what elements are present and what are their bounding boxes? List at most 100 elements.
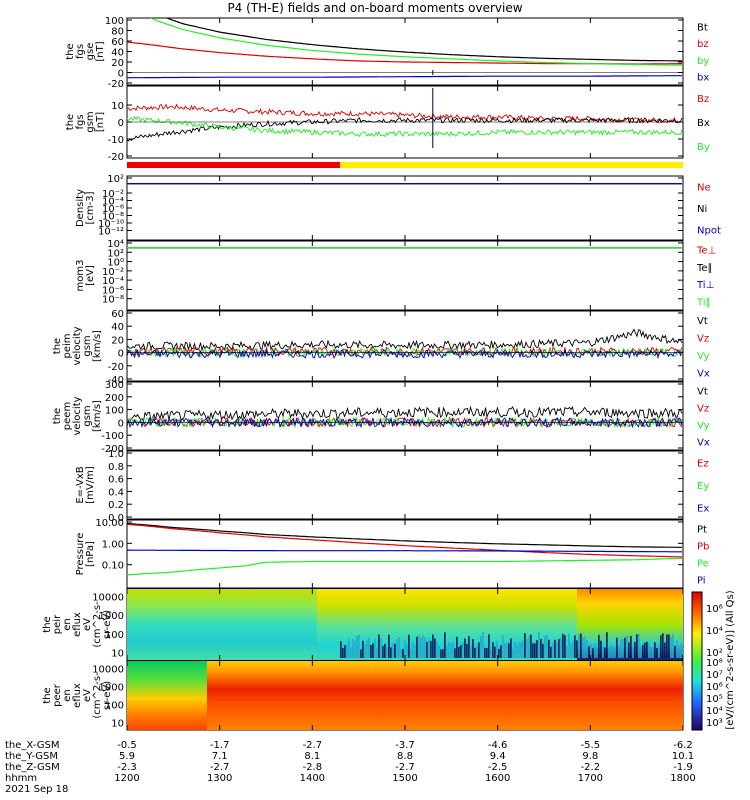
y-tick-label: 10⁻² bbox=[102, 189, 124, 200]
series-line-By bbox=[127, 115, 683, 138]
y-axis-label-e-field: E=-VxB [mV/m] bbox=[75, 466, 96, 504]
heatmap-noise bbox=[502, 635, 504, 658]
series-line-Vt bbox=[127, 405, 683, 423]
heatmap-noise bbox=[586, 639, 588, 658]
y-axis-label-line: peer bbox=[52, 683, 63, 707]
heatmap-noise bbox=[612, 647, 614, 658]
x-axis-row-value: 1800 bbox=[670, 773, 695, 784]
y-axis-label-line: mom3 bbox=[75, 260, 86, 292]
heatmap-noise bbox=[510, 638, 512, 658]
y-axis-label-line: [km/s] bbox=[92, 400, 103, 432]
heatmap-noise bbox=[422, 635, 424, 658]
y-tick-label: 0.10 bbox=[102, 561, 124, 572]
x-axis-row-value: -2.8 bbox=[303, 762, 323, 773]
y-axis-label-line: the bbox=[52, 408, 63, 424]
y-tick-label: 0.2 bbox=[108, 500, 124, 511]
x-axis-row-value: -1.7 bbox=[210, 740, 230, 751]
y-tick-label: 1000 bbox=[99, 682, 124, 693]
heatmap-noise bbox=[560, 638, 562, 658]
y-axis-label-fgs-gse: the fgs gse [nT] bbox=[65, 41, 106, 61]
heatmap-noise bbox=[406, 644, 408, 658]
heatmap-noise bbox=[600, 640, 602, 658]
y-tick-label: 0 bbox=[118, 69, 124, 80]
heatmap-noise bbox=[544, 635, 546, 658]
y-tick-label: 0.0 bbox=[108, 513, 124, 524]
y-axis-label-line: Pressure bbox=[75, 533, 86, 576]
y-tick-label: 0.6 bbox=[108, 475, 124, 486]
colorbar-tick: 10⁶ bbox=[706, 604, 723, 615]
y-axis-label-line: fgs bbox=[75, 114, 86, 129]
x-axis-row-value: 9.8 bbox=[582, 751, 598, 762]
heatmap-noise bbox=[408, 634, 410, 658]
heatmap-noise bbox=[352, 638, 354, 658]
mode-bar-red bbox=[127, 162, 341, 168]
x-axis-row-label: the_Y-GSM bbox=[5, 751, 58, 762]
heatmap-noise bbox=[394, 643, 396, 658]
heatmap-noise bbox=[356, 636, 358, 658]
heatmap-noise bbox=[386, 647, 388, 658]
legend-Vx: Vx bbox=[697, 438, 710, 449]
heatmap-noise bbox=[392, 642, 394, 658]
y-axis-label-line: velocity bbox=[72, 396, 83, 435]
y-axis-label-line: the bbox=[42, 616, 53, 632]
y-tick-label: -200 bbox=[101, 444, 124, 455]
y-tick-label: 10² bbox=[107, 174, 124, 185]
heatmap-noise bbox=[344, 645, 346, 658]
y-tick-label: 200 bbox=[105, 393, 124, 404]
y-tick-label: 0 bbox=[118, 349, 124, 360]
heatmap-noise bbox=[410, 648, 412, 658]
heatmap-noise bbox=[426, 641, 428, 658]
colorbar-tick: 10⁴ bbox=[706, 626, 723, 637]
heatmap-noise bbox=[588, 646, 590, 658]
x-axis-row-value: 1700 bbox=[578, 773, 603, 784]
heatmap-noise bbox=[624, 637, 626, 658]
heatmap-noise bbox=[482, 632, 484, 658]
heatmap-noise bbox=[358, 634, 360, 658]
heatmap-noise bbox=[632, 647, 634, 658]
heatmap-noise bbox=[486, 647, 488, 658]
heatmap-noise bbox=[648, 643, 650, 658]
legend-Pi: Pi bbox=[697, 576, 706, 587]
heatmap-noise bbox=[498, 648, 500, 658]
series-line-Vz bbox=[127, 345, 683, 357]
heatmap-noise bbox=[418, 635, 420, 658]
heatmap-noise bbox=[462, 642, 464, 658]
y-tick-label: 10⁻⁸ bbox=[102, 212, 124, 223]
legend-bx: bx bbox=[697, 73, 709, 84]
panel-frame-temp bbox=[126, 240, 684, 311]
heatmap-noise bbox=[404, 640, 406, 658]
x-axis-row-value: -4.6 bbox=[488, 740, 508, 751]
heatmap-noise bbox=[484, 647, 486, 658]
heatmap-noise bbox=[530, 634, 532, 658]
heatmap-noise bbox=[470, 646, 472, 658]
heatmap-noise bbox=[354, 640, 356, 658]
heatmap-noise bbox=[528, 635, 530, 658]
y-axis-label-peir-spectrogram: the peir en eflux eV (cm^2-s-sr-eV) bbox=[42, 601, 113, 648]
x-axis-row-value: 9.4 bbox=[490, 751, 506, 762]
y-tick-label: 60 bbox=[111, 37, 124, 48]
heatmap-noise bbox=[518, 641, 520, 658]
panel-frame-e-field bbox=[126, 450, 684, 520]
heatmap-noise bbox=[342, 648, 344, 658]
heatmap-region bbox=[207, 661, 683, 730]
y-tick-label: 10⁻⁶ bbox=[102, 204, 124, 215]
heatmap-noise bbox=[562, 633, 564, 658]
heatmap-noise bbox=[626, 635, 628, 658]
plot-area-fgs-gsm bbox=[127, 88, 683, 148]
y-tick-label: 10⁻⁴ bbox=[102, 197, 124, 208]
heatmap-noise bbox=[672, 633, 674, 658]
heatmap-noise bbox=[610, 644, 612, 658]
heatmap-noise bbox=[378, 634, 380, 658]
x-axis-row-value: -2.7 bbox=[303, 740, 323, 751]
heatmap-noise bbox=[668, 634, 670, 658]
series-line-Pt bbox=[127, 522, 682, 548]
legend-Ti⊥: Ti⊥ bbox=[696, 280, 714, 291]
heatmap-noise bbox=[594, 643, 596, 658]
legend-Ti∥: Ti∥ bbox=[696, 297, 711, 308]
heatmap-noise bbox=[678, 645, 680, 658]
heatmap-noise bbox=[496, 641, 498, 658]
legend-By: By bbox=[697, 142, 710, 153]
legend-Ni: Ni bbox=[697, 204, 707, 215]
y-tick-label: -100 bbox=[101, 431, 124, 442]
heatmap-noise bbox=[606, 632, 608, 658]
